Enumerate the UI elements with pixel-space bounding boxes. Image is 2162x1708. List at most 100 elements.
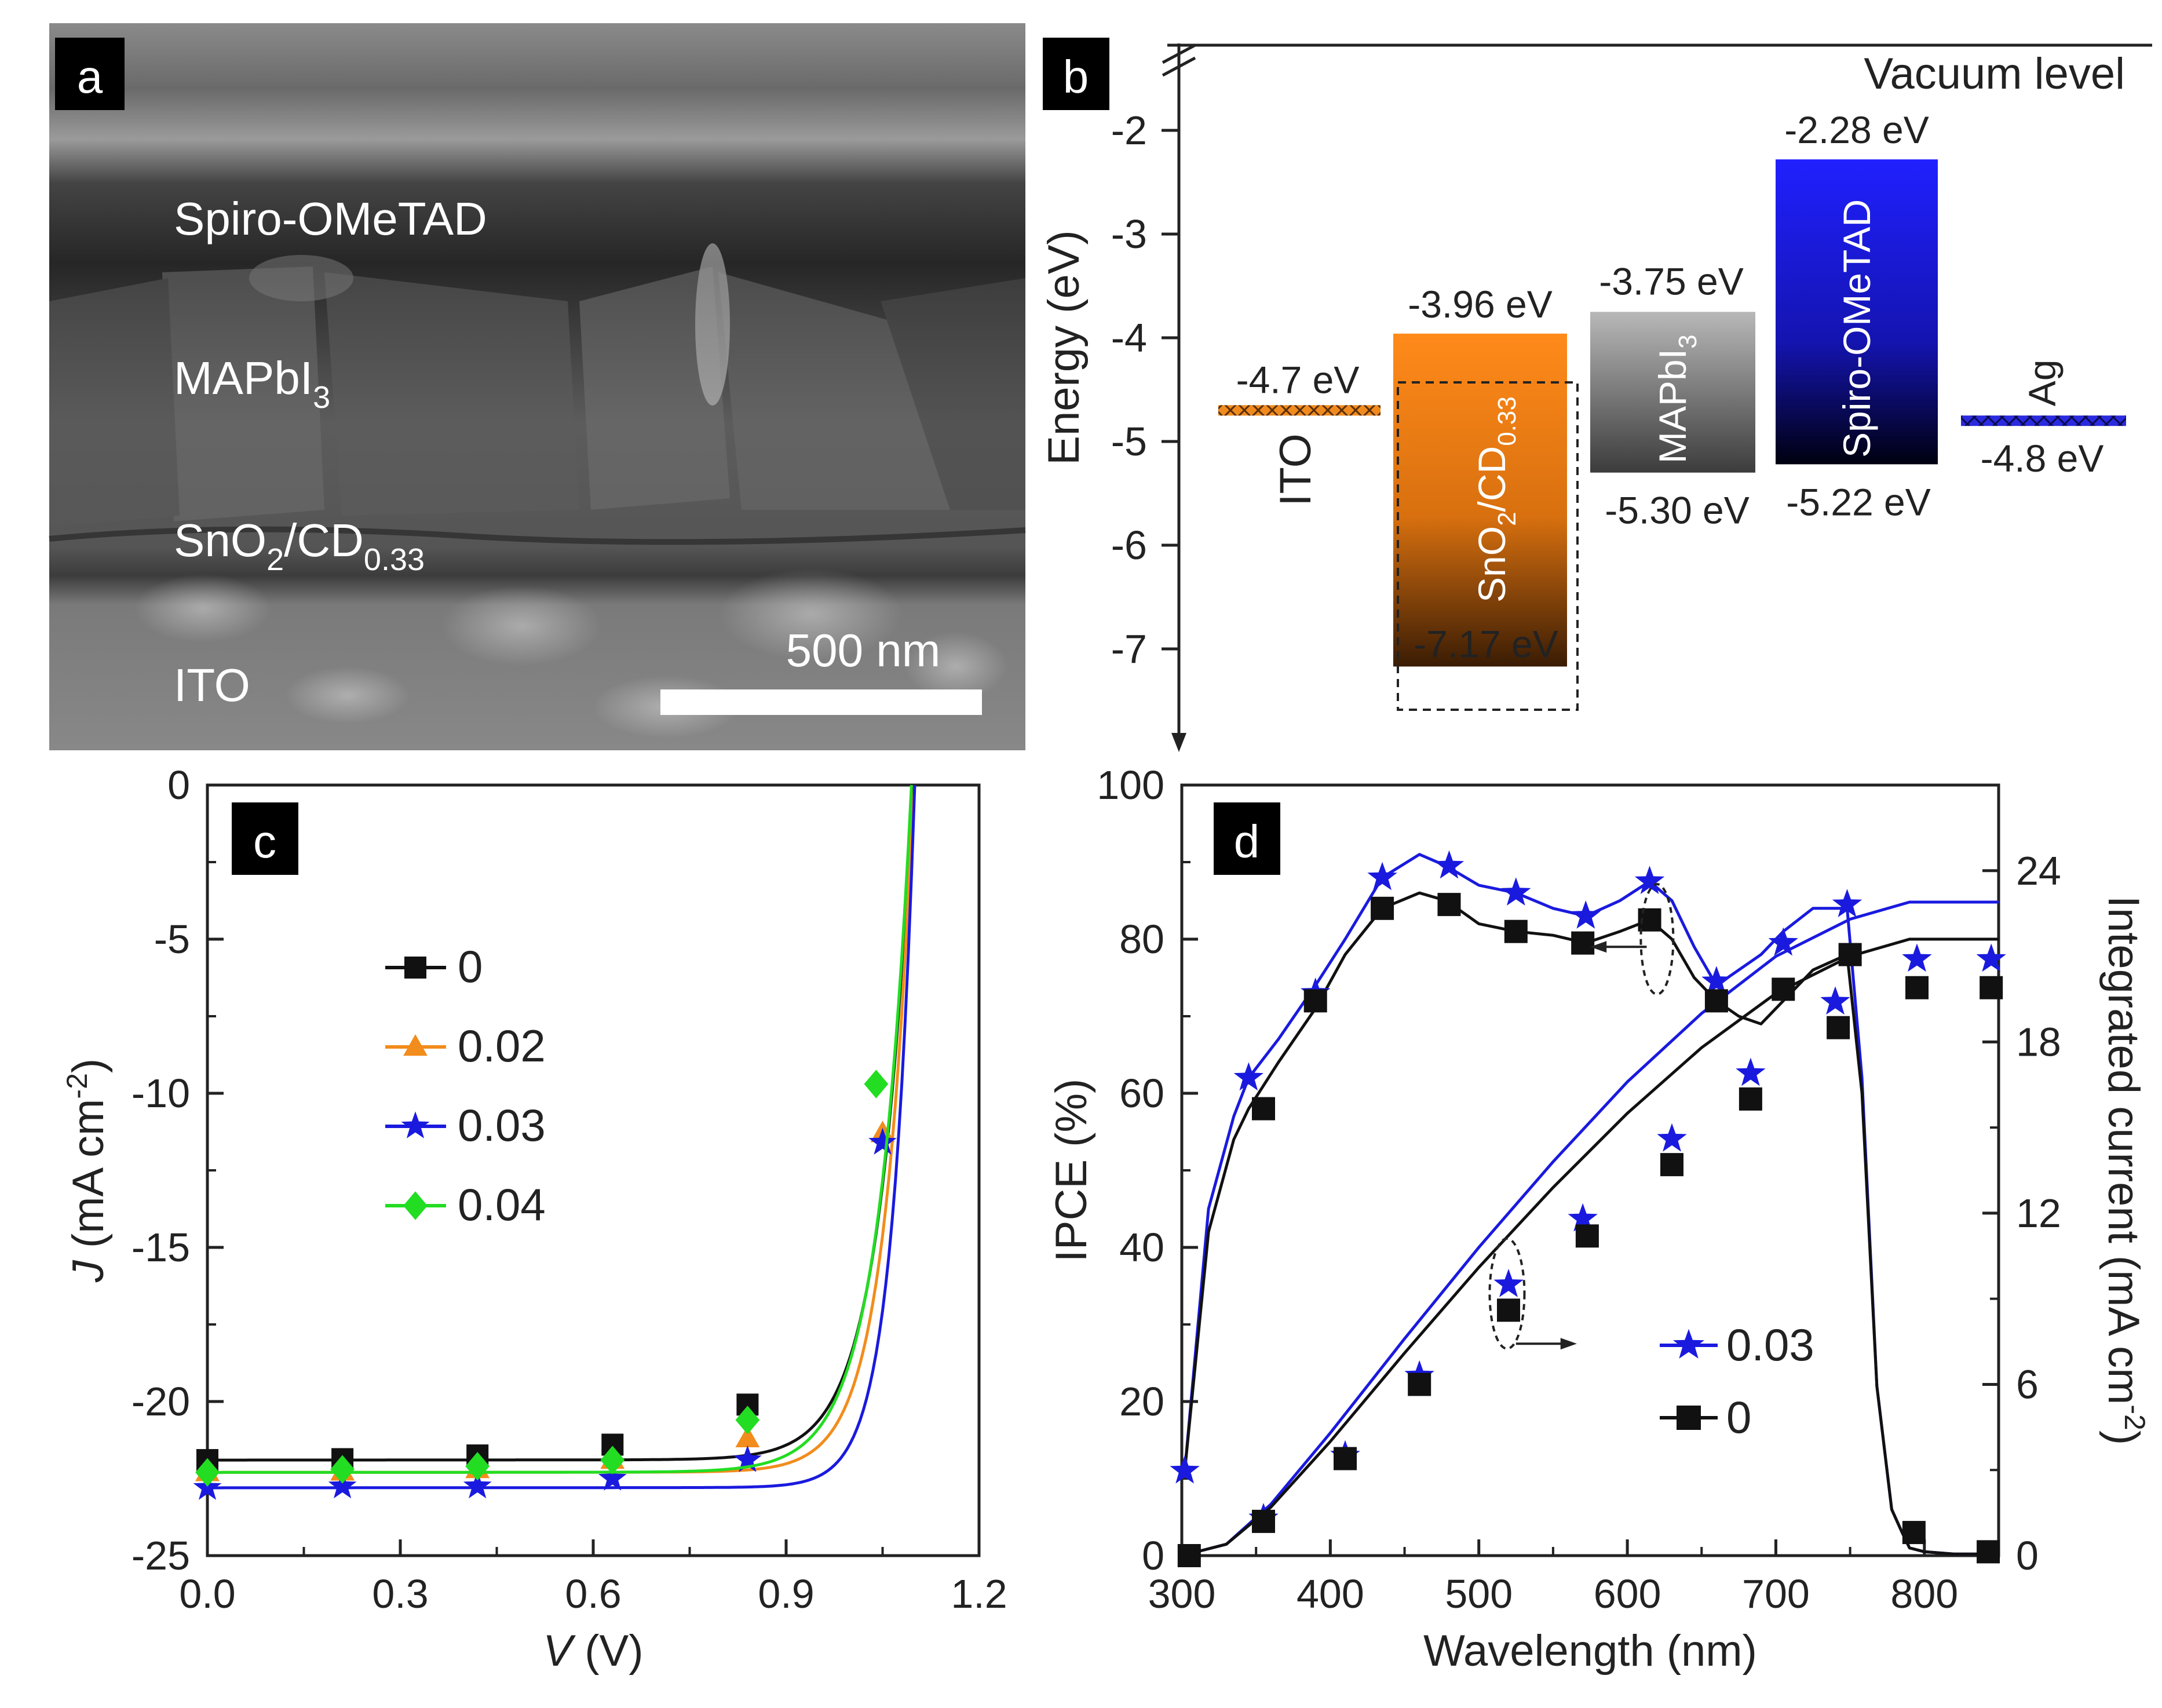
d-y-tick-label: 80 xyxy=(1119,917,1164,962)
panel-c-letter-box xyxy=(232,802,298,875)
c-data-marker xyxy=(868,1127,897,1155)
spiro-band xyxy=(1776,159,1938,465)
d-y-tick-label: 100 xyxy=(1097,762,1164,808)
d-x-tick-label: 500 xyxy=(1445,1571,1513,1616)
d-y-tick-label: 20 xyxy=(1119,1379,1164,1424)
interface-line xyxy=(49,526,1026,545)
c-x-tick-label: 0.9 xyxy=(758,1571,814,1616)
d-x-tick-label: 300 xyxy=(1148,1571,1216,1616)
sno2-cd-band xyxy=(1393,333,1567,667)
sno2-bottom-label: -7.17 eV xyxy=(1414,622,1558,665)
d-current-axis-ellipse xyxy=(1488,1237,1526,1350)
d-integrated-marker xyxy=(1568,1203,1598,1232)
b-y-axis-title: Energy (eV) xyxy=(1039,230,1089,465)
panel-a-letter-box xyxy=(55,38,125,110)
panel-d-letter: d xyxy=(1234,816,1260,867)
c-data-marker xyxy=(735,1406,760,1435)
mapbi3-band xyxy=(1590,312,1755,473)
d-integrated-marker xyxy=(1493,1269,1524,1297)
c-data-marker xyxy=(733,1445,762,1472)
d-y2-tick-label: 0 xyxy=(2016,1533,2039,1578)
d-ipce-axis-arrowhead xyxy=(1590,941,1607,953)
d-integrated-marker xyxy=(1976,943,2006,972)
d-ipce-marker xyxy=(1571,931,1595,955)
d-integrated-marker xyxy=(1827,1016,1850,1039)
mapbi3-bottom-label: -5.30 eV xyxy=(1605,489,1750,532)
b-tick-label: -6 xyxy=(1111,523,1147,568)
d-legend-label: 0.03 xyxy=(1726,1319,1814,1370)
layer-label-spiro: Spiro-OMeTAD xyxy=(174,193,487,244)
c-legend-label: 0 xyxy=(458,941,483,992)
c-x-tick-label: 1.2 xyxy=(951,1571,1007,1616)
c-y-tick-label: -10 xyxy=(132,1071,190,1116)
d-integrated-marker xyxy=(1736,1057,1766,1086)
sno2-name-label: SnO2/CD0.33 xyxy=(1470,396,1521,603)
d-x-axis-title: Wavelength (nm) xyxy=(1423,1626,1757,1676)
c-y-axis-title: J (mA cm-2) xyxy=(61,1059,113,1283)
d-ipce-marker xyxy=(1977,1540,2000,1564)
c-series-line xyxy=(207,784,916,1490)
d-y-tick-label: 60 xyxy=(1119,1071,1164,1116)
c-series-line xyxy=(207,784,916,1462)
c-x-tick-label: 0.0 xyxy=(179,1571,235,1616)
c-plot-frame xyxy=(206,783,981,1557)
spiro-name-label: Spiro-OMeTAD xyxy=(1835,199,1878,458)
panel-d-letter-box xyxy=(1214,802,1280,875)
axis-break-mark xyxy=(1162,56,1196,77)
panel-c: 0.0 0.3 0.6 0.9 1.2 0 -5 -10 -15 -20 -25 V (V) J (mA… xyxy=(61,762,1007,1676)
d-ipce-marker xyxy=(1571,900,1601,929)
d-ipce-marker xyxy=(1832,889,1862,917)
d-integrated-marker xyxy=(1820,986,1850,1015)
c-y-tick-label: -20 xyxy=(132,1379,190,1424)
c-legend-marker xyxy=(404,957,426,979)
d-ipce-marker xyxy=(1434,850,1465,879)
d-integrated-line xyxy=(1181,900,1999,1557)
c-legend-label: 0.04 xyxy=(458,1179,546,1230)
c-y-tick-label: -15 xyxy=(132,1225,190,1270)
c-data-marker xyxy=(330,1455,355,1484)
d-ipce-marker xyxy=(1252,1097,1275,1121)
c-data-marker xyxy=(328,1471,357,1499)
scale-bar-label: 500 nm xyxy=(786,625,941,676)
panel-c-letter: c xyxy=(253,816,276,867)
d-legend-marker xyxy=(1673,1329,1704,1359)
d-y2-tick-label: 12 xyxy=(2016,1191,2061,1236)
d-y-tick-label: 0 xyxy=(1142,1533,1164,1578)
d-ipce-marker xyxy=(1367,862,1397,891)
b-tick-label: -2 xyxy=(1111,108,1147,153)
b-tick-label: -4 xyxy=(1111,315,1147,360)
mapbi3-name-label: MAPbI3 xyxy=(1651,334,1702,464)
d-plot-frame xyxy=(1180,783,2000,1557)
d-ipce-marker xyxy=(1371,896,1394,920)
d-x-tick-label: 700 xyxy=(1742,1571,1810,1616)
panel-a-letter: a xyxy=(77,51,103,103)
c-y-tick-label: -5 xyxy=(154,917,190,962)
b-axis-arrow xyxy=(1171,733,1186,752)
panel-b-letter: b xyxy=(1063,51,1089,103)
panel-b-letter-box xyxy=(1043,38,1109,110)
c-data-marker xyxy=(735,1425,760,1448)
d-integrated-marker xyxy=(1575,1224,1599,1248)
d-current-axis-arrowhead xyxy=(1560,1338,1577,1350)
d-legend-label: 0 xyxy=(1726,1392,1751,1443)
spiro-bottom-label: -5.22 eV xyxy=(1786,480,1931,523)
d-ipce-marker xyxy=(1504,919,1528,943)
c-legend-label: 0.03 xyxy=(458,1100,546,1151)
axis-break-mark xyxy=(1162,43,1196,64)
c-data-marker xyxy=(598,1464,627,1491)
d-x-tick-label: 400 xyxy=(1297,1571,1364,1616)
d-ipce-marker xyxy=(1902,1521,1926,1545)
ito-level-bar xyxy=(1218,405,1381,416)
d-ipce-marker xyxy=(1501,877,1531,906)
d-x-tick-label: 600 xyxy=(1594,1571,1661,1616)
mapbi3-top-label: -3.75 eV xyxy=(1599,260,1744,302)
c-y-tick-label: -25 xyxy=(132,1533,190,1578)
d-integrated-marker xyxy=(1980,976,2003,999)
b-tick-label: -5 xyxy=(1111,419,1147,464)
ito-name-label: ITO xyxy=(1271,433,1320,506)
ito-level-label: -4.7 eV xyxy=(1236,358,1360,401)
d-ipce-marker xyxy=(1701,966,1732,994)
d-y2-tick-label: 24 xyxy=(2016,848,2061,893)
d-legend-marker xyxy=(1677,1406,1701,1430)
